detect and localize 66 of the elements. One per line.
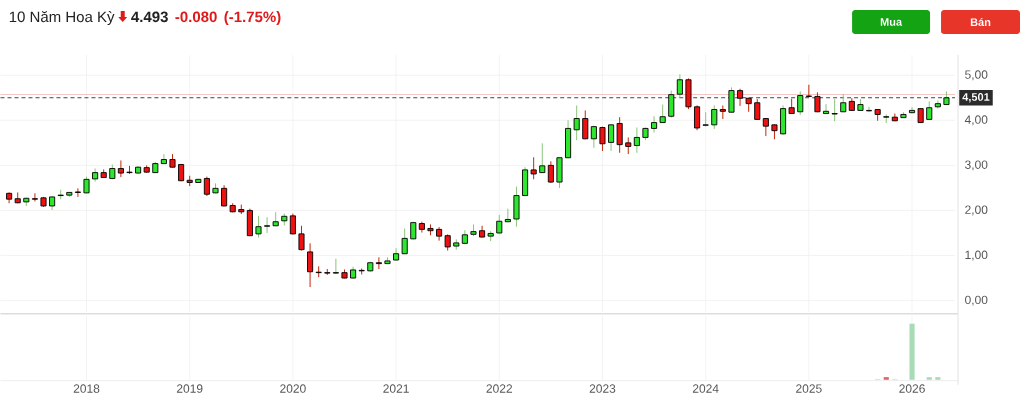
- candlestick: [676, 73, 683, 99]
- y-tick-label: 0,00: [965, 295, 988, 306]
- candlestick: [401, 228, 408, 255]
- candlestick: [797, 91, 804, 116]
- candlestick: [651, 115, 658, 134]
- ref-line-label: 4,501: [962, 93, 990, 103]
- candlestick: [909, 106, 916, 115]
- candlestick: [332, 258, 339, 275]
- x-tick-label: 2021: [383, 384, 409, 393]
- candlestick: [307, 242, 314, 288]
- candlestick: [702, 111, 709, 128]
- candlestick: [573, 105, 580, 141]
- candlestick: [694, 105, 701, 131]
- candlestick: [160, 153, 167, 165]
- candlestick: [762, 118, 769, 137]
- candlestick: [496, 214, 503, 235]
- candlestick: [74, 187, 81, 198]
- candlestick: [530, 156, 537, 180]
- candlestick: [754, 98, 761, 121]
- candlestick: [719, 105, 726, 120]
- candlestick: [582, 110, 589, 140]
- candlestick: [539, 142, 546, 174]
- candlestick: [823, 103, 830, 115]
- candlestick: [633, 127, 640, 154]
- candlestick: [315, 265, 322, 278]
- x-tick-label: 2018: [73, 384, 100, 393]
- candlestick: [728, 87, 735, 114]
- chart-title: 10 Năm Hoa Kỳ: [9, 11, 115, 26]
- y-tick-label: 2,00: [965, 205, 988, 216]
- y-tick-label: 3,00: [965, 160, 988, 171]
- candlestick: [513, 186, 520, 228]
- candlestick: [599, 126, 606, 152]
- x-tick-label: 2022: [486, 384, 512, 393]
- x-tick-label: 2020: [280, 384, 306, 393]
- candlestick: [668, 90, 675, 119]
- candlestick: [616, 116, 623, 154]
- y-tick-label: 1,00: [965, 250, 988, 261]
- candlestick: [255, 215, 262, 239]
- candlestick: [737, 88, 744, 107]
- x-tick-label: 2025: [796, 384, 822, 393]
- text: 4.493: [131, 11, 168, 23]
- text: Mua: [880, 18, 903, 26]
- candlestick: [711, 105, 718, 130]
- y-tick-label: 5,00: [965, 70, 988, 81]
- candlestick: [203, 176, 210, 197]
- text: (-1.75%): [224, 11, 281, 26]
- x-tick-label: 2019: [176, 384, 203, 393]
- text: -0.080: [175, 11, 217, 23]
- candlestick: [926, 100, 933, 121]
- candlestick: [117, 160, 124, 178]
- x-tick-label: 2023: [589, 384, 616, 393]
- candlestick: [298, 225, 305, 252]
- y-tick-label: 4,00: [964, 115, 988, 126]
- candlestick: [504, 208, 511, 223]
- candlestick: [866, 106, 873, 113]
- candlestick: [375, 256, 382, 270]
- text: Bán: [970, 18, 991, 27]
- x-tick-label: 2024: [692, 384, 719, 393]
- candlestick: [289, 213, 296, 235]
- candlestick: [831, 98, 838, 122]
- candlestick: [221, 184, 228, 207]
- candlestick: [805, 84, 812, 98]
- x-tick-label: 2026: [899, 384, 925, 393]
- candlestick: [264, 216, 271, 234]
- candlestick: [31, 192, 38, 203]
- candlestick: [608, 123, 615, 152]
